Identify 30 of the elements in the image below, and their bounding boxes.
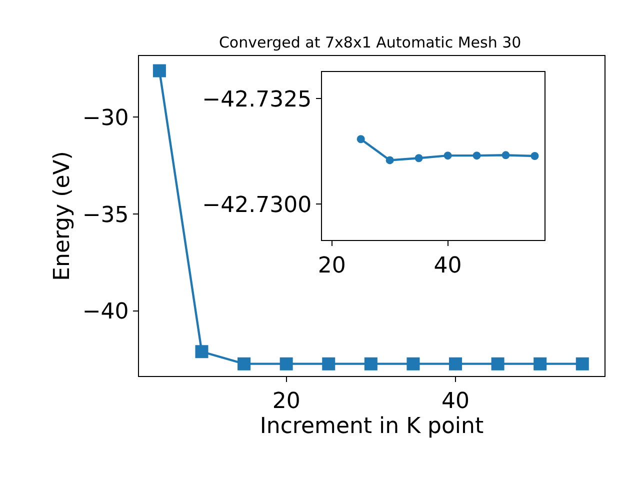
point [444, 152, 452, 160]
x-tick-label: 20 [318, 253, 346, 278]
chart-title: Converged at 7x8x1 Automatic Mesh 30 [218, 33, 522, 52]
x-axis-title: Increment in K point [260, 414, 484, 440]
point [238, 357, 251, 370]
point [152, 64, 166, 78]
y-tick-label: −35 [82, 202, 129, 228]
point [530, 152, 539, 160]
x-tick-label: 40 [442, 389, 470, 414]
point [386, 156, 394, 164]
point [449, 357, 462, 370]
point [491, 357, 504, 370]
y-tick-label: −30 [82, 106, 129, 131]
point [502, 151, 510, 160]
point [576, 357, 589, 370]
y-tick-label: −42.7325 [202, 87, 312, 112]
point [534, 357, 547, 370]
y-tick-label: −40 [82, 300, 129, 325]
point [195, 345, 208, 358]
point [280, 357, 293, 370]
point [364, 357, 378, 370]
point [414, 154, 423, 162]
y-axis-title: Energy (eV) [50, 151, 76, 281]
x-tick-label: 20 [272, 389, 300, 414]
y-tick-label: −42.7300 [202, 192, 312, 218]
point [472, 152, 481, 160]
x-tick-label: 40 [434, 253, 462, 278]
point [356, 135, 365, 144]
point [322, 357, 336, 370]
point [406, 357, 420, 370]
